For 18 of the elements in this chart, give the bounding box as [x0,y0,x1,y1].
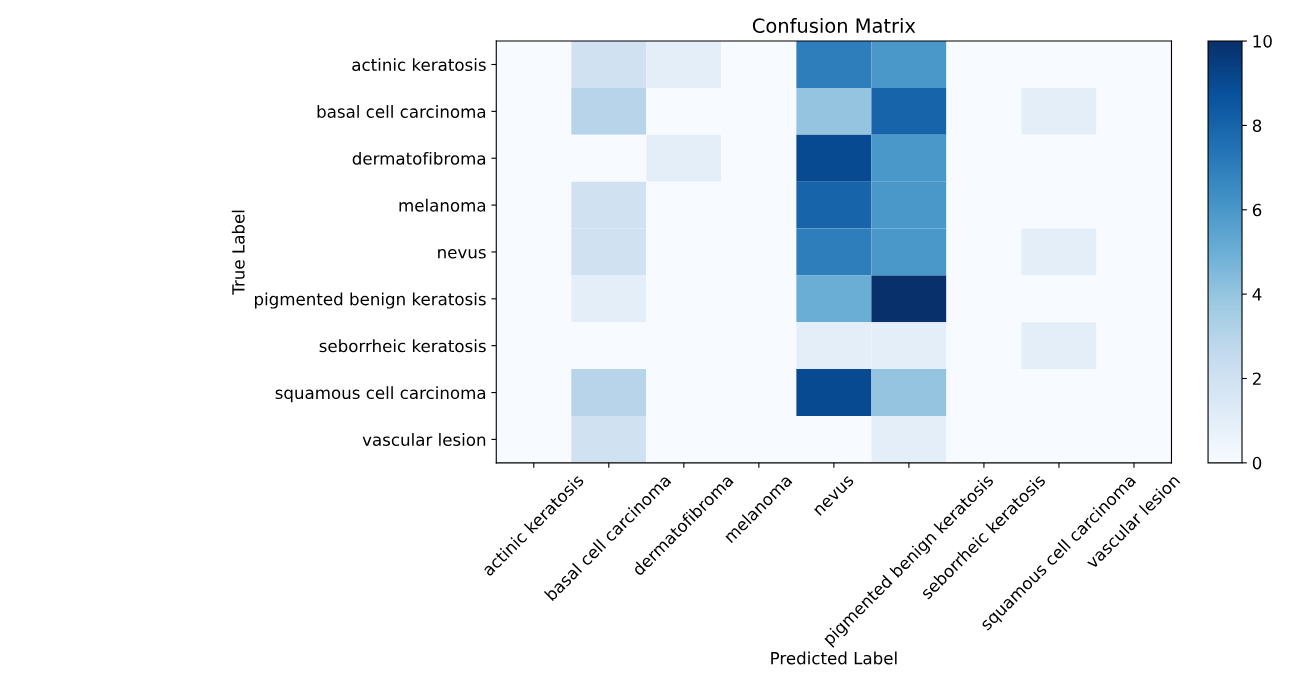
color-bar-label: 0 [1252,456,1262,470]
y-tick-label: vascular lesion [362,433,486,446]
y-tick-label: squamous cell carcinoma [275,386,486,403]
x-axis-title: Predicted Label [771,651,897,665]
y-axis-title: True Label [231,210,245,295]
y-tick-label: basal cell carcinoma [317,105,486,118]
color-bar-label: 4 [1252,288,1262,301]
y-tick-label: actinic keratosis [352,58,486,72]
y-tick-label: dermatofibroma [352,151,486,165]
color-bar-label: 6 [1252,203,1262,217]
y-tick-label: melanoma [399,198,486,212]
color-bar-label: 2 [1252,372,1261,385]
y-tick-label: nevus [438,248,486,259]
chart-title: Confusion Matrix [752,17,916,34]
y-tick-label: seborrheic keratosis [319,339,486,353]
y-tick-label: pigmented benign keratosis [255,292,486,309]
color-bar-label: 8 [1252,119,1262,132]
color-bar-label: 10 [1253,35,1272,48]
